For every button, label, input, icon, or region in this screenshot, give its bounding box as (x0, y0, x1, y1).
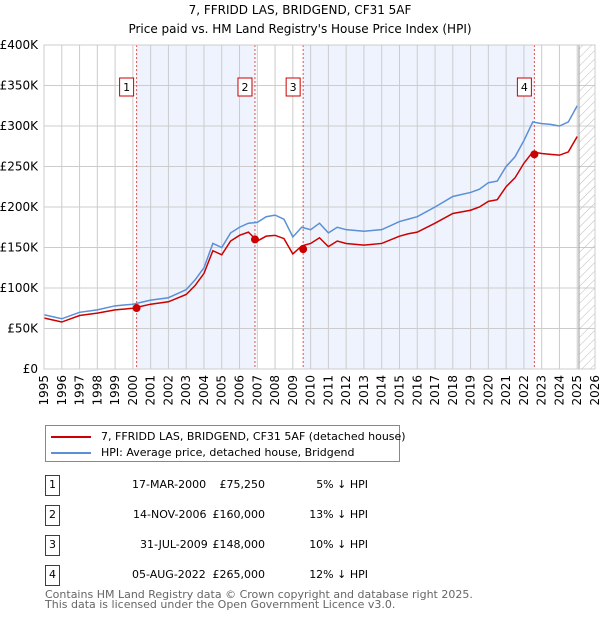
y-tick-label: £350K (0, 79, 39, 93)
x-tick-label: 2006 (233, 375, 247, 406)
x-tick-label: 2010 (304, 375, 318, 406)
sale-number: 3 (45, 535, 60, 556)
x-tick-label: 1999 (108, 375, 122, 406)
sale-number: 2 (45, 505, 60, 526)
sale-point (132, 304, 141, 313)
x-tick-label: 2019 (464, 375, 478, 406)
sale-date: 05-AUG-2022 (132, 568, 206, 581)
legend-label: 7, FFRIDD LAS, BRIDGEND, CF31 5AF (detac… (101, 430, 406, 443)
x-tick-label: 2008 (268, 375, 282, 406)
forecast-hatch (578, 44, 596, 370)
sale-label-box (119, 77, 135, 97)
y-tick-label: £0 (23, 362, 38, 376)
sale-price: £75,250 (219, 478, 266, 491)
sale-hpi-diff: 5% ↓ HPI (316, 478, 368, 491)
x-tick-label: 2023 (535, 375, 549, 406)
sale-point (530, 150, 539, 159)
y-tick-label: £250K (0, 160, 39, 174)
x-tick-label: 2007 (250, 375, 264, 406)
plot-frame (43, 44, 596, 370)
sale-hpi-diff: 12% ↓ HPI (309, 568, 368, 581)
sale-price: £160,000 (212, 508, 266, 521)
hpi-line (43, 105, 578, 320)
sale-label: 3 (290, 81, 297, 94)
chart-subtitle: Price paid vs. HM Land Registry's House … (128, 22, 472, 36)
x-tick-label: 2013 (357, 375, 371, 406)
sale-date: 14-NOV-2006 (133, 508, 207, 521)
x-tick-label: 2004 (197, 375, 211, 406)
y-tick-label: £50K (7, 322, 39, 336)
sale-row: 1 17-MAR-2000 £75,250 5% ↓ HPI (45, 475, 445, 496)
y-tick-label: £150K (0, 241, 39, 255)
x-tick-label: 2011 (321, 375, 335, 406)
sale-number: 1 (45, 475, 60, 496)
y-tick-label: £400K (0, 38, 39, 52)
sale-label-box (516, 77, 532, 97)
x-tick-label: 2017 (428, 375, 442, 406)
x-tick-label: 2022 (517, 375, 531, 406)
footer-copyright: Contains HM Land Registry data © Crown c… (45, 588, 473, 601)
sale-row: 4 05-AUG-2022 £265,000 12% ↓ HPI (45, 565, 445, 586)
footer-licence: This data is licensed under the Open Gov… (45, 598, 396, 611)
sale-date: 17-MAR-2000 (132, 478, 207, 491)
sale-label-box (237, 77, 253, 97)
sale-label-box (285, 77, 301, 97)
x-tick-label: 2009 (286, 375, 300, 406)
sale-point (299, 245, 308, 254)
chart-title: 7, FFRIDD LAS, BRIDGEND, CF31 5AF (188, 3, 412, 17)
sale-row: 2 14-NOV-2006 £160,000 13% ↓ HPI (45, 505, 445, 526)
sale-price: £148,000 (212, 538, 266, 551)
sale-row: 3 31-JUL-2009 £148,000 10% ↓ HPI (45, 535, 445, 556)
sale-hpi-diff: 10% ↓ HPI (309, 538, 368, 551)
sale-hpi-diff: 13% ↓ HPI (309, 508, 368, 521)
y-tick-label: £300K (0, 119, 39, 133)
x-tick-label: 2015 (392, 375, 406, 406)
x-tick-label: 2021 (499, 375, 513, 406)
x-tick-label: 2025 (570, 375, 584, 406)
sale-date: 31-JUL-2009 (140, 538, 208, 551)
x-tick-label: 2002 (161, 375, 175, 406)
x-tick-label: 2024 (552, 375, 566, 406)
legend: 7, FFRIDD LAS, BRIDGEND, CF31 5AF (detac… (45, 425, 406, 462)
legend-item-property: 7, FFRIDD LAS, BRIDGEND, CF31 5AF (detac… (51, 430, 406, 443)
x-tick-label: 2020 (481, 375, 495, 406)
legend-item-hpi: HPI: Average price, detached house, Brid… (51, 446, 354, 459)
sale-number: 4 (45, 565, 60, 586)
sale-label: 2 (241, 81, 248, 94)
x-tick-label: 2018 (446, 375, 460, 406)
sale-point (250, 235, 259, 244)
x-tick-label: 2012 (339, 375, 353, 406)
x-tick-label: 2014 (375, 375, 389, 406)
x-tick-label: 2001 (144, 375, 158, 406)
x-tick-label: 1998 (90, 375, 104, 406)
sale-label: 4 (521, 81, 528, 94)
price-chart: 1995 1996 1997 1998 1999 2000 2001 2002 2003 2004… (0, 38, 600, 406)
x-tick-label: 1995 (37, 375, 51, 406)
x-tick-label: 2026 (588, 375, 600, 406)
sale-label: 1 (123, 81, 130, 94)
x-tick-label: 2005 (215, 375, 229, 406)
y-tick-label: £200K (0, 200, 39, 214)
x-tick-label: 2003 (179, 375, 193, 406)
legend-label: HPI: Average price, detached house, Brid… (101, 446, 355, 459)
x-tick-label: 1996 (55, 375, 69, 406)
sale-price: £265,000 (212, 568, 266, 581)
x-tick-label: 2016 (410, 375, 424, 406)
property-price-line (43, 136, 578, 323)
x-tick-label: 1997 (73, 375, 87, 406)
x-tick-label: 2000 (126, 375, 140, 406)
y-tick-label: £100K (0, 281, 39, 295)
